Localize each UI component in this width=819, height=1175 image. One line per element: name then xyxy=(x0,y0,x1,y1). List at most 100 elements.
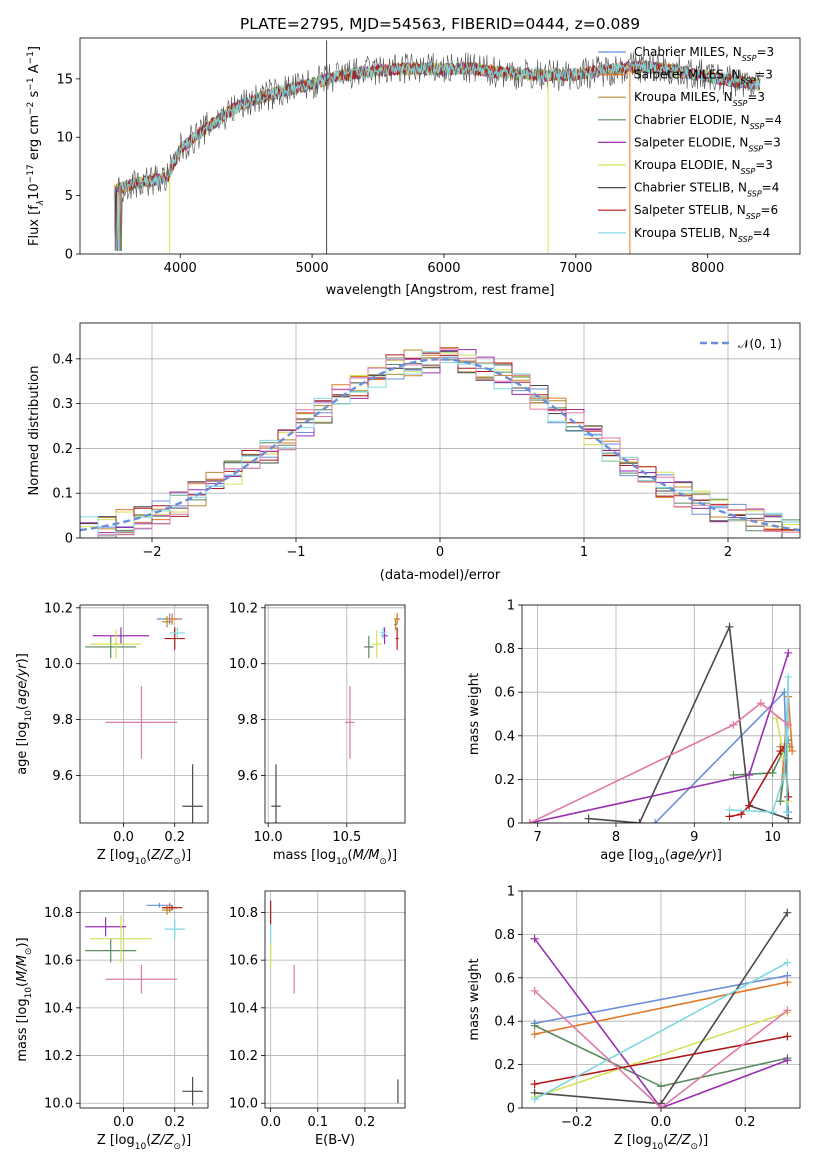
weight-series xyxy=(530,1021,792,1091)
normal-curve xyxy=(80,358,800,532)
weight-marker xyxy=(530,1095,539,1104)
y-tick-label: 0.8 xyxy=(494,642,515,657)
weight-marker xyxy=(768,808,777,817)
weight-marker xyxy=(657,1082,665,1091)
weight-line xyxy=(534,990,788,1108)
y-axis-label: Flux [fλ10−17 erg cm−2 s−1 A−1] xyxy=(26,46,46,246)
legend-entry: Salpeter MILES, NSSP=3 xyxy=(634,68,773,86)
histogram-step xyxy=(80,348,800,538)
chart-spectrum: 4000 5000 6000 7000 8000 0 5 10 15 wavelength [An… xyxy=(26,37,801,298)
y-tick-label: 0 xyxy=(507,817,515,832)
errorbar-point xyxy=(271,764,281,823)
x-axis-label: (data-model)/error xyxy=(380,568,501,583)
legend-entry: Chabrier MILES, NSSP=3 xyxy=(634,45,774,63)
errorbar-point xyxy=(85,917,127,937)
weight-marker xyxy=(737,810,746,819)
y-tick-label: 10.2 xyxy=(44,1049,73,1064)
x-tick-label: −1 xyxy=(286,545,305,560)
errorbar-point xyxy=(161,905,183,911)
y-axis-label: Normed distribution xyxy=(27,366,42,496)
y-tick-label: 0.2 xyxy=(494,1058,515,1073)
weight-marker xyxy=(725,805,734,814)
x-tick-label: 0.0 xyxy=(260,1115,281,1130)
plot-area xyxy=(522,891,800,1108)
y-tick-label: 10.2 xyxy=(229,601,258,616)
weight-line xyxy=(534,1011,788,1098)
y-tick-label: 15 xyxy=(56,72,73,87)
errorbar-point xyxy=(161,616,173,628)
x-tick-label: 2 xyxy=(724,545,732,560)
x-axis-label: Z [log10(Z/Z⊙)] xyxy=(97,848,191,867)
weight-marker xyxy=(780,771,789,780)
chart-residual-distribution: −2 −1 0 1 2 0 0.1 0.2 0.3 0.4 (data-model)/error No… xyxy=(27,322,801,583)
axes-frame xyxy=(79,37,801,255)
x-tick-label: 10 xyxy=(764,830,781,845)
weight-marker xyxy=(788,747,797,756)
weight-marker xyxy=(783,1056,792,1065)
y-tick-label: 1 xyxy=(507,885,515,900)
errorbar-point xyxy=(364,635,374,659)
y-tick-label: 9.8 xyxy=(237,713,258,728)
errorbar-point xyxy=(345,686,355,759)
weight-line xyxy=(534,961,788,1101)
errorbar-point xyxy=(393,618,398,631)
y-tick-label: 9.6 xyxy=(52,769,73,784)
errorbar-point xyxy=(90,914,152,963)
errorbar-point xyxy=(381,627,388,645)
x-axis-label: age [log10(age/yr)] xyxy=(600,848,722,867)
figure-title: PLATE=2795, MJD=54563, FIBERID=0444, z=0… xyxy=(240,15,640,33)
y-tick-label: 10.0 xyxy=(229,657,258,672)
x-tick-label: 0.0 xyxy=(113,1115,134,1130)
weight-marker xyxy=(776,797,785,806)
weight-line xyxy=(654,690,790,823)
plot-area xyxy=(265,891,405,1108)
weight-marker xyxy=(783,958,792,967)
x-tick-label: 1 xyxy=(580,545,588,560)
axes-frame xyxy=(264,604,406,824)
y-axis-label: age [log10(age/yr)] xyxy=(15,653,34,775)
x-axis-label: mass [log10(M/M⊙)] xyxy=(273,848,397,867)
chart-age-vs-metallicity: 0.0 0.2 9.6 9.8 10.0 10.2 Z [log10(Z/Z⊙)] age [… xyxy=(15,601,209,867)
x-tick-label: 6000 xyxy=(427,261,460,276)
x-tick-label: 0 xyxy=(436,545,444,560)
y-tick-label: 10.4 xyxy=(44,1001,73,1016)
weight-series xyxy=(525,699,793,823)
weight-series xyxy=(530,986,792,1108)
weight-marker xyxy=(725,622,734,631)
chart-mass-weight-vs-age: 7 8 9 10 0 0.2 0.4 0.6 0.8 1 mass weight age [log10… xyxy=(467,599,801,867)
y-tick-label: 0.2 xyxy=(52,442,73,457)
weight-marker xyxy=(784,648,793,657)
y-tick-label: 10.0 xyxy=(44,1097,73,1112)
weight-marker xyxy=(784,792,793,801)
legend-entry: Kroupa ELODIE, NSSP=3 xyxy=(634,158,773,176)
x-tick-label: 5000 xyxy=(296,261,329,276)
weight-marker xyxy=(635,819,644,823)
spectrum-line xyxy=(113,60,761,251)
y-axis-label: mass weight xyxy=(467,673,482,755)
x-tick-label: 0.1 xyxy=(307,1115,328,1130)
plot-area xyxy=(113,40,761,254)
legend-entry: Kroupa MILES, NSSP=3 xyxy=(634,90,765,108)
x-axis-label: wavelength [Angstrom, rest frame] xyxy=(326,283,555,298)
x-tick-label: 0.2 xyxy=(164,830,185,845)
legend: Chabrier MILES, NSSP=3 Salpeter MILES, NS… xyxy=(598,45,782,243)
x-tick-label: 8000 xyxy=(691,261,724,276)
plot-area xyxy=(80,605,208,823)
weight-marker xyxy=(530,1080,539,1089)
weight-marker xyxy=(530,986,539,995)
errorbar-point xyxy=(164,627,185,650)
plot-area xyxy=(80,323,800,538)
y-tick-label: 10.2 xyxy=(229,1049,258,1064)
axes-frame xyxy=(79,322,801,539)
weight-marker xyxy=(530,1021,539,1030)
weight-line xyxy=(529,702,789,823)
plot-area xyxy=(80,891,208,1108)
x-axis-label: E(B-V) xyxy=(315,1133,355,1148)
chart-mass-vs-extinction: 0.0 0.1 0.2 10.0 10.2 10.4 10.6 10.8 E(B-V) xyxy=(229,890,406,1148)
weight-marker xyxy=(525,819,534,823)
errorbar-point xyxy=(182,764,203,823)
y-tick-label: 0.2 xyxy=(494,773,515,788)
errorbar-point xyxy=(169,627,185,639)
y-tick-label: 9.8 xyxy=(52,713,73,728)
weight-series xyxy=(530,978,792,1039)
